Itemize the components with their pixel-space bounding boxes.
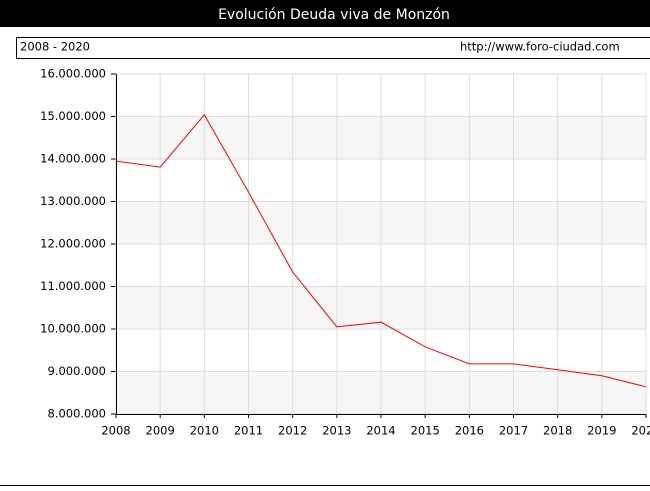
x-tick-label: 2017: [499, 424, 528, 438]
x-tick-label: 2009: [146, 424, 175, 438]
x-tick-label: 2010: [190, 424, 219, 438]
y-tick-label: 16.000.000: [40, 67, 106, 81]
x-tick-label: 2014: [366, 424, 395, 438]
x-tick-label: 2008: [101, 424, 130, 438]
x-tick-label: 2011: [234, 424, 263, 438]
y-tick-label: 10.000.000: [40, 322, 106, 336]
x-tick-label: 2020: [631, 424, 650, 438]
y-tick-label: 8.000.000: [47, 407, 106, 421]
chart-title: Evolución Deuda viva de Monzón: [218, 7, 450, 23]
x-tick-label: 2019: [587, 424, 616, 438]
source: http://www.foro-ciudad.com: [460, 40, 620, 54]
y-tick-label: 9.000.000: [47, 364, 106, 378]
x-tick-label: 2013: [322, 424, 351, 438]
subtitle: 2008 - 2020: [20, 40, 90, 54]
x-tick-label: 2012: [278, 424, 307, 438]
y-tick-label: 14.000.000: [40, 152, 106, 166]
y-tick-label: 12.000.000: [40, 237, 106, 251]
y-tick-label: 13.000.000: [40, 194, 106, 208]
x-tick-label: 2015: [411, 424, 440, 438]
y-tick-label: 15.000.000: [40, 109, 106, 123]
y-tick-label: 11.000.000: [40, 279, 106, 293]
x-tick-label: 2018: [543, 424, 572, 438]
x-tick-label: 2016: [455, 424, 484, 438]
